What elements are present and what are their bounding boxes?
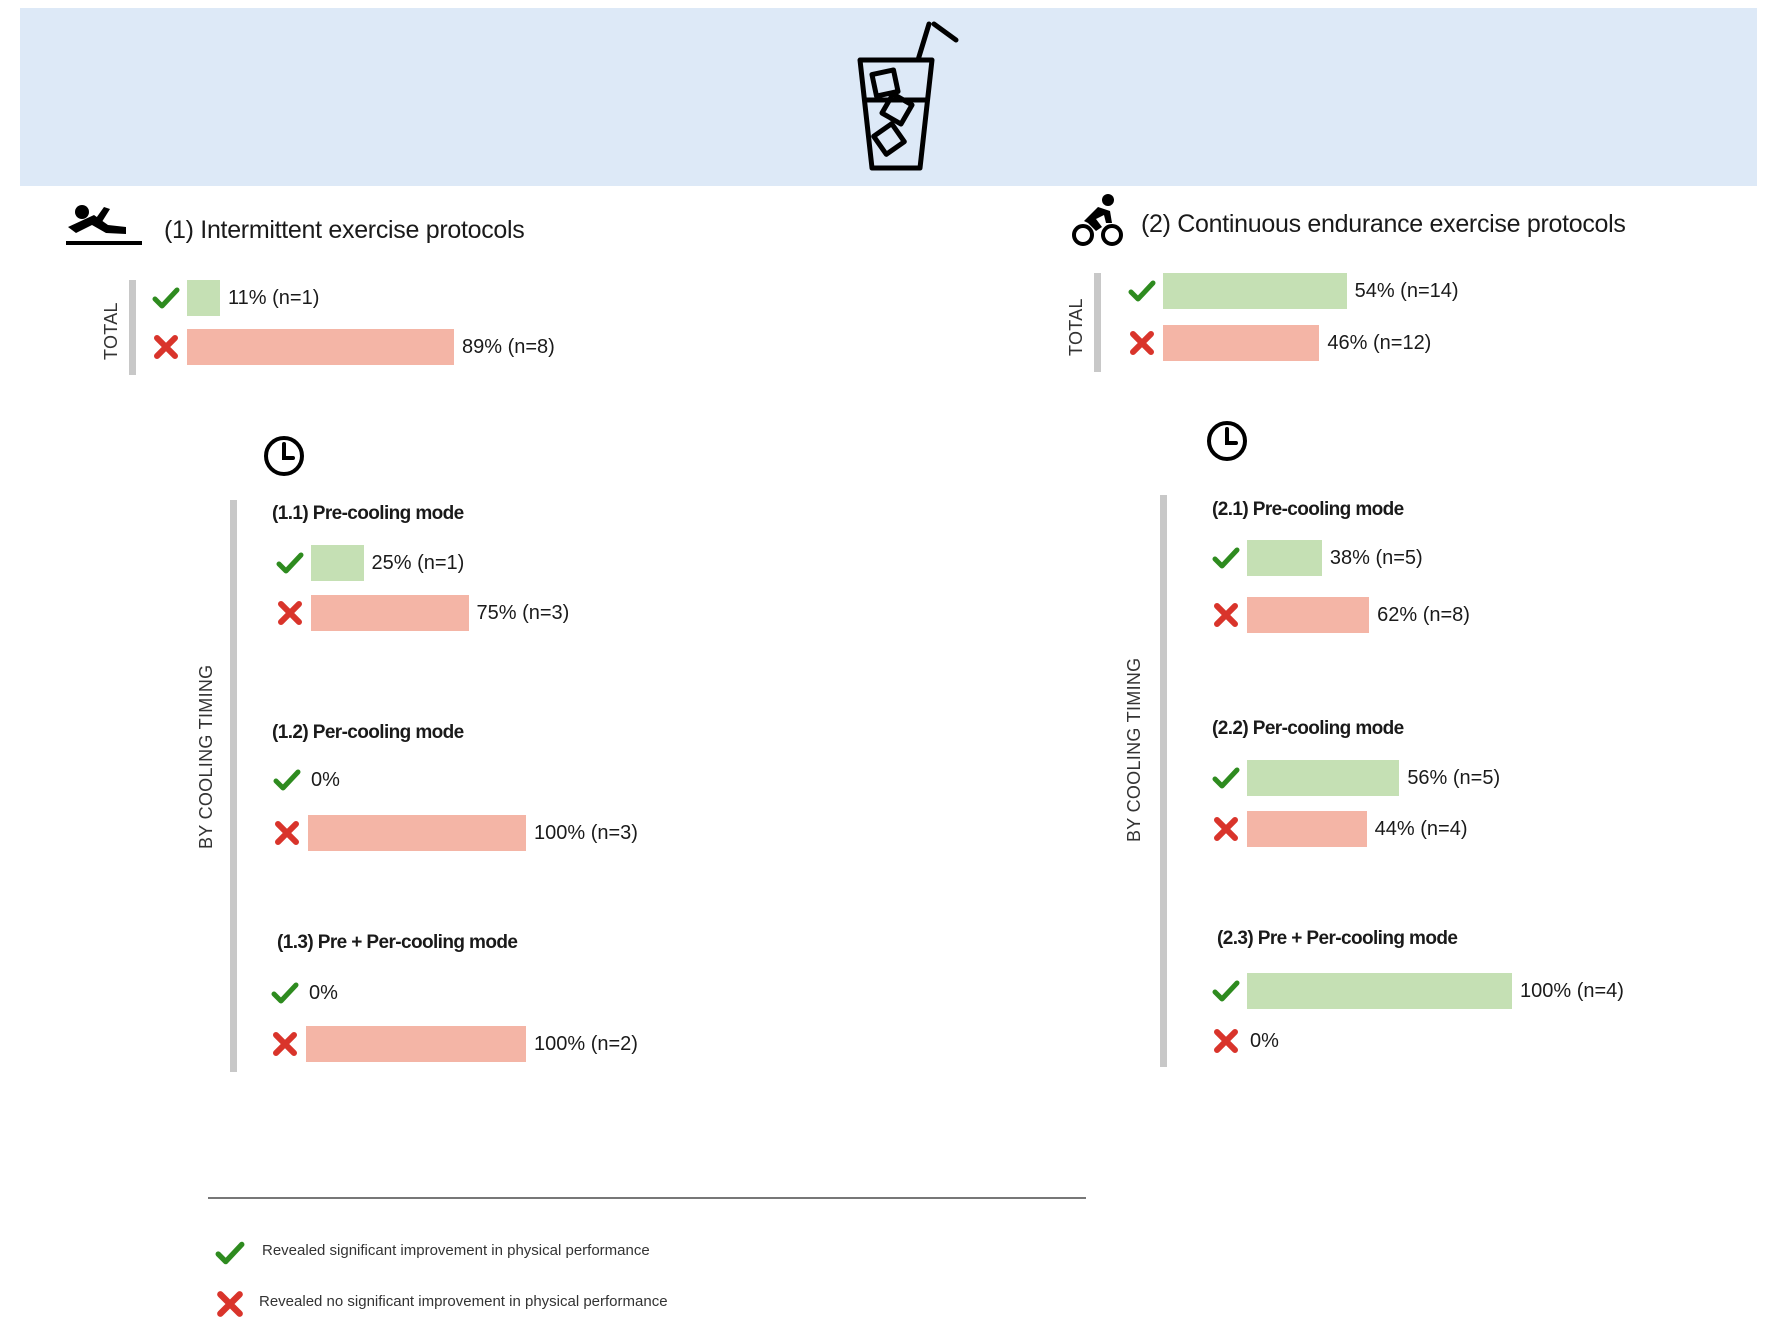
bar-value-label: 100% (n=3) [534, 822, 638, 844]
check-icon [1212, 547, 1240, 569]
check-icon [1212, 767, 1240, 789]
cross-icon [278, 601, 302, 625]
bar-value-label: 44% (n=4) [1374, 818, 1468, 840]
timing-bracket [1160, 495, 1167, 1067]
group-title: (2.3) Pre + Per-cooling mode [1217, 928, 1458, 949]
bar-value-label: 100% (n=2) [534, 1033, 638, 1055]
total-label: TOTAL [101, 302, 121, 360]
cross-icon [217, 1291, 243, 1317]
not-improved-bar [1163, 325, 1320, 361]
improved-bar [187, 280, 220, 316]
bar-value-label: 46% (n=12) [1327, 332, 1432, 354]
section-title: (1) Intermittent exercise protocols [164, 216, 525, 244]
check-icon [1128, 280, 1156, 302]
not-improved-bar [187, 329, 454, 365]
bar-value-label: 11% (n=1) [228, 287, 320, 309]
clock-icon [1207, 421, 1247, 461]
cross-icon [1130, 331, 1154, 355]
timing-label: BY COOLING TIMING [1124, 657, 1144, 842]
check-icon [152, 287, 180, 309]
cross-icon [1214, 1029, 1238, 1053]
bar-value-label: 0% [309, 982, 338, 1004]
bar-value-label: 25% (n=1) [371, 552, 465, 574]
bar-value-label: 100% (n=4) [1520, 980, 1624, 1002]
not-improved-bar [306, 1026, 526, 1062]
bar-value-label: 75% (n=3) [476, 602, 570, 624]
not-improved-bar [311, 595, 469, 631]
bar-value-label: 0% [311, 769, 340, 791]
bar-value-label: 56% (n=5) [1407, 767, 1501, 789]
not-improved-bar [1247, 597, 1370, 633]
group-title: (2.2) Per-cooling mode [1212, 718, 1404, 739]
improved-bar [1247, 540, 1322, 576]
not-improved-bar [308, 815, 526, 851]
bar-value-label: 89% (n=8) [462, 336, 555, 358]
group-title: (1.1) Pre-cooling mode [272, 503, 464, 524]
improved-bar [1247, 760, 1400, 796]
total-label: TOTAL [1066, 298, 1086, 356]
check-icon [273, 769, 301, 791]
bar-value-label: 54% (n=14) [1354, 280, 1459, 302]
cross-icon [273, 1032, 297, 1056]
legend-improved-label: Revealed significant improvement in phys… [262, 1242, 650, 1259]
check-icon [1212, 980, 1240, 1002]
total-bracket [129, 280, 136, 375]
timing-label: BY COOLING TIMING [196, 664, 216, 849]
section-title: (2) Continuous endurance exercise protoc… [1141, 210, 1626, 238]
not-improved-bar [1247, 811, 1367, 847]
check-icon [215, 1241, 245, 1265]
check-icon [276, 552, 304, 574]
cross-icon [1214, 603, 1238, 627]
athlete-push-off-icon [66, 205, 142, 245]
legend-not-improved-label: Revealed no significant improvement in p… [259, 1293, 668, 1310]
cross-icon [275, 821, 299, 845]
legend-divider [208, 1197, 1086, 1199]
improved-bar [1163, 273, 1347, 309]
bar-value-label: 0% [1250, 1030, 1279, 1052]
group-title: (1.3) Pre + Per-cooling mode [277, 932, 518, 953]
legend-not-improved: Revealed no significant improvement in p… [215, 1291, 895, 1321]
timing-bracket [230, 500, 237, 1072]
bar-value-label: 62% (n=8) [1377, 604, 1470, 626]
cyclist-icon [1072, 194, 1123, 246]
cross-icon [1214, 817, 1238, 841]
clock-icon [264, 436, 304, 476]
iced-drink-icon [857, 21, 959, 171]
total-bracket [1094, 273, 1101, 372]
group-title: (2.1) Pre-cooling mode [1212, 499, 1404, 520]
bar-value-label: 38% (n=5) [1329, 547, 1423, 569]
check-icon [271, 982, 299, 1004]
header-banner [20, 8, 1757, 186]
legend-improved: Revealed significant improvement in phys… [215, 1240, 875, 1270]
cross-icon [154, 335, 178, 359]
improved-bar [311, 545, 364, 581]
improved-bar [1247, 973, 1512, 1009]
group-title: (1.2) Per-cooling mode [272, 722, 464, 743]
